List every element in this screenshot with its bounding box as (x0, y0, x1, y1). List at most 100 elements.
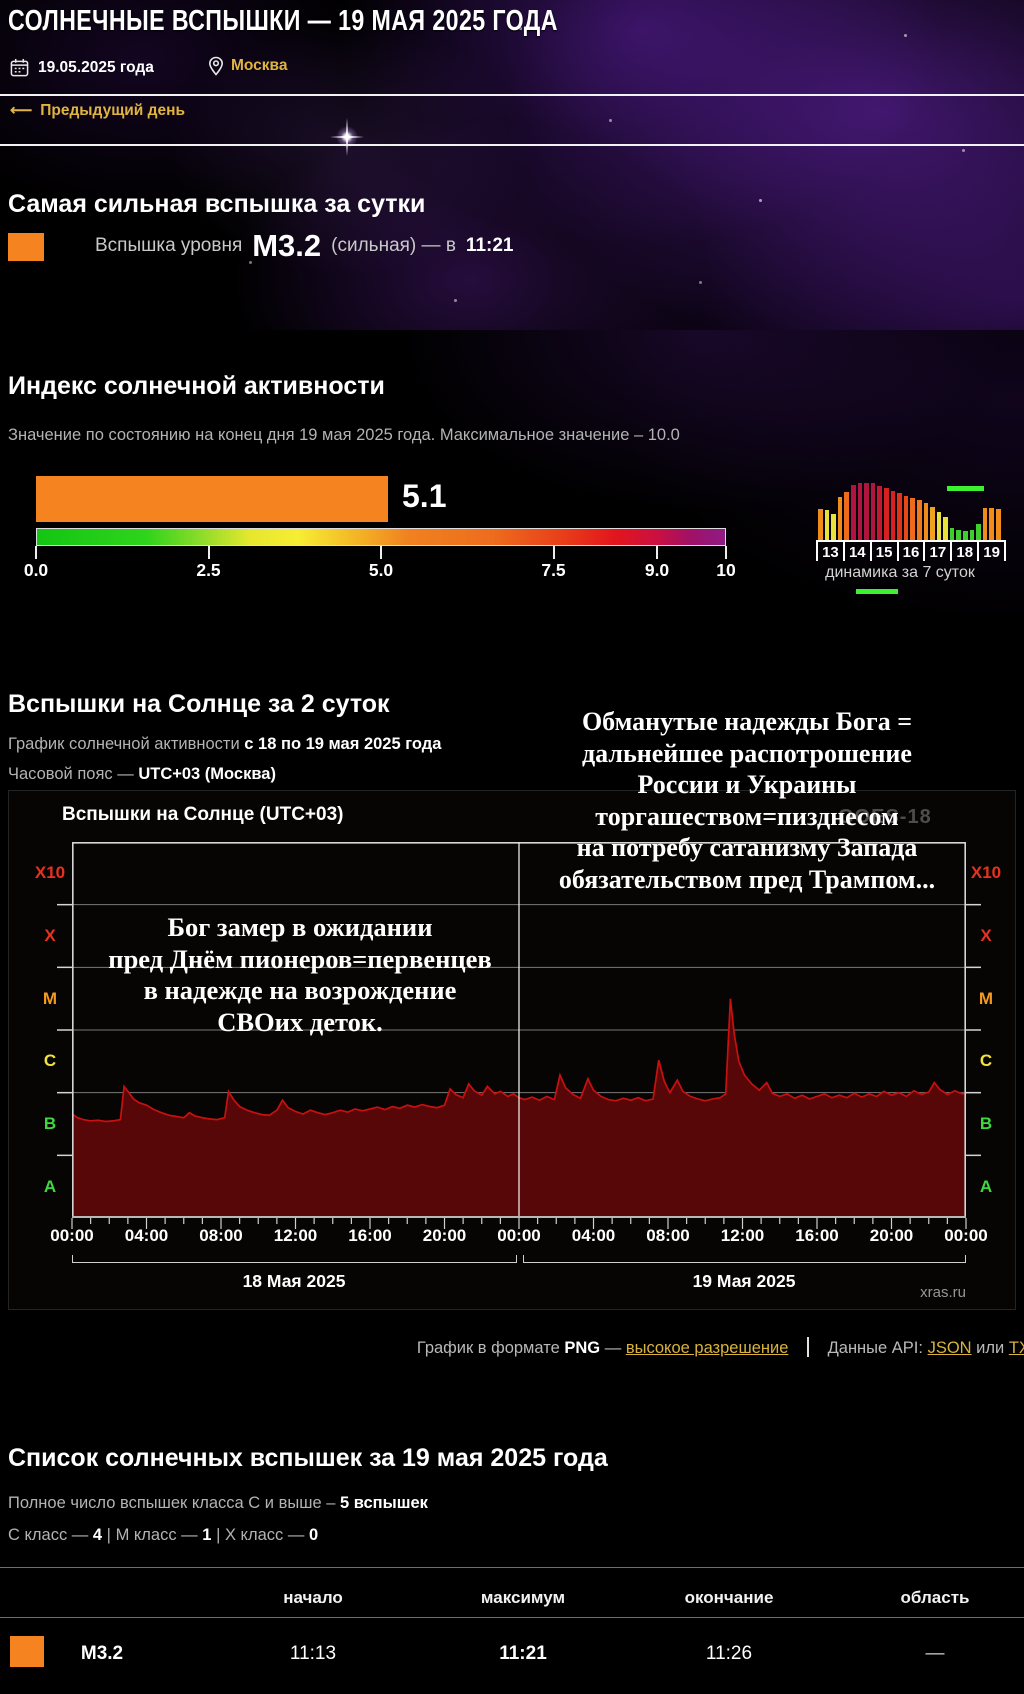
table-row-region: — (925, 1643, 945, 1664)
y-band-label-a: A (979, 1176, 993, 1196)
date-label: 19.05.2025 года (38, 58, 154, 76)
dash: — (604, 1339, 622, 1357)
x-time-label: 04:00 (124, 1226, 169, 1245)
total-count: 5 вспышек (340, 1494, 428, 1512)
previous-day-link[interactable]: ⟵ Предыдущий день (10, 101, 185, 120)
x-class-count: 0 (308, 1526, 319, 1544)
mini-bar-day-18 (949, 528, 955, 540)
mini-day-label: 18 (952, 542, 980, 561)
x-time-label: 08:00 (199, 1226, 243, 1245)
flare-chart-subtitle: График солнечной активности с 18 по 19 м… (8, 735, 441, 754)
mini-bar-day-16 (897, 493, 902, 540)
mini-bar-day-13 (831, 514, 836, 540)
flare-prefix: Вспышка уровня (95, 235, 243, 256)
mini-bar-day-14 (844, 492, 849, 540)
x-time-label: 12:00 (273, 1226, 318, 1245)
scale-tick (207, 546, 210, 559)
y-band-label-x10: X10 (970, 863, 1002, 883)
green-marker-dash-top (947, 486, 984, 491)
overlay-annotation-right: Обманутые надежды Бога = дальнейшее расп… (558, 707, 936, 894)
scale-tick-label: 5.0 (368, 560, 394, 580)
date-display: 19.05.2025 года (10, 58, 154, 77)
date-label-left: 18 Мая 2025 (242, 1271, 346, 1291)
mini-bar-day-13 (837, 497, 843, 540)
mini-bar-day-14 (864, 483, 869, 540)
total-prefix: Полное число вспышек класса C и выше – (8, 1494, 336, 1512)
y-band-label-b: B (979, 1114, 993, 1133)
y-band-label-c: C (979, 1051, 993, 1071)
mini-bar-day-13 (824, 510, 830, 540)
strongest-flare-heading: Самая сильная вспышка за сутки (8, 190, 426, 218)
strongest-flare-line: Вспышка уровня M3.2 (сильная) — в 11:21 (95, 222, 513, 270)
x-time-label: 20:00 (422, 1226, 467, 1245)
scale-tick-label: 7.5 (541, 560, 566, 580)
x-time-label: 00:00 (944, 1226, 988, 1245)
mini-bar-day-14 (850, 485, 856, 540)
scale-tick-label: 10 (716, 560, 736, 580)
scale-tick (380, 546, 382, 559)
flare-list-heading: Список солнечных вспышек за 19 мая 2025 … (8, 1444, 608, 1472)
mini-bar-day-16 (916, 500, 922, 540)
stars-decoration (0, 0, 1, 1)
y-band-label-a: A (43, 1176, 57, 1196)
mini-bar-day-16 (910, 498, 915, 540)
activity-index-value: 5.1 (402, 478, 447, 514)
mini-bar-day-17 (936, 512, 942, 540)
c-class-label: C класс — (8, 1526, 89, 1544)
activity-index-value-bar (36, 476, 388, 522)
mini-bar-day-19 (976, 524, 981, 540)
x-time-label: 00:00 (50, 1226, 94, 1245)
mini-bar-day-14 (857, 483, 863, 540)
location-label: Москва (231, 57, 288, 74)
y-band-label-m: M (42, 988, 58, 1008)
x-time-label: 16:00 (795, 1226, 839, 1245)
table-divider (0, 1567, 1024, 1568)
mini-bar-day-17 (943, 517, 948, 540)
mini-bar-day-18 (969, 530, 975, 540)
scale-tick (656, 546, 658, 559)
flare-level: M3.2 (252, 228, 322, 263)
table-header-max: максимум (480, 1588, 566, 1607)
scale-tick (552, 546, 555, 559)
date-label-right: 19 Мая 2025 (692, 1271, 796, 1291)
satellite-label: GOES-18 (838, 806, 932, 828)
table-header-region: область (900, 1588, 970, 1607)
overlay-annotation-left: Бог замер в ожидании пред Днём пионеров=… (108, 912, 492, 1037)
seven-day-dynamics-chart (818, 478, 1004, 540)
activity-index-gradient-scale (36, 528, 726, 546)
page-title: СОЛНЕЧНЫЕ ВСПЫШКИ — 19 МАЯ 2025 ГОДА (8, 5, 558, 37)
timezone-value: UTC+03 (Москва) (138, 765, 276, 783)
table-row-start: 11:13 (289, 1643, 337, 1664)
y-band-label-x: X (44, 926, 56, 945)
x-time-label: 00:00 (497, 1226, 541, 1245)
download-prefix: График в формате (416, 1339, 560, 1357)
separator: | (216, 1526, 221, 1544)
mini-day-label: 19 (979, 542, 1007, 561)
date-bracket-left (72, 1255, 517, 1263)
m-class-label: M класс — (115, 1526, 198, 1544)
flare-middle: (сильная) — в (331, 235, 456, 256)
bright-star-decoration (330, 118, 364, 156)
hires-png-link[interactable]: высокое разрешение (625, 1339, 789, 1357)
nebula-hero-background (0, 0, 1024, 330)
mini-day-label: 13 (816, 542, 845, 561)
mini-bar-day-19 (996, 509, 1001, 540)
calendar-icon (10, 58, 29, 77)
txt-api-link[interactable]: TXT (1008, 1339, 1024, 1357)
table-row-max: 11:21 (499, 1643, 547, 1664)
json-api-link[interactable]: JSON (927, 1339, 972, 1357)
table-row-level: M3.2 (80, 1643, 124, 1664)
left-arrow-icon: ⟵ (10, 102, 33, 119)
c-class-count: 4 (92, 1526, 103, 1544)
mini-day-label: 15 (872, 542, 899, 561)
mini-bar-day-17 (930, 507, 935, 540)
x-time-label: 12:00 (720, 1226, 765, 1245)
location-link[interactable]: Москва (208, 56, 288, 76)
flare-class-counts-line: C класс — 4 | M класс — 1 | X класс — 0 (8, 1526, 318, 1545)
green-marker-dash-bottom (856, 589, 898, 594)
mini-bar-day-19 (989, 508, 995, 540)
previous-day-label: Предыдущий день (40, 101, 185, 119)
mini-bar-day-16 (903, 496, 909, 540)
table-header-end: окончание (684, 1588, 774, 1607)
m-class-count: 1 (202, 1526, 212, 1544)
